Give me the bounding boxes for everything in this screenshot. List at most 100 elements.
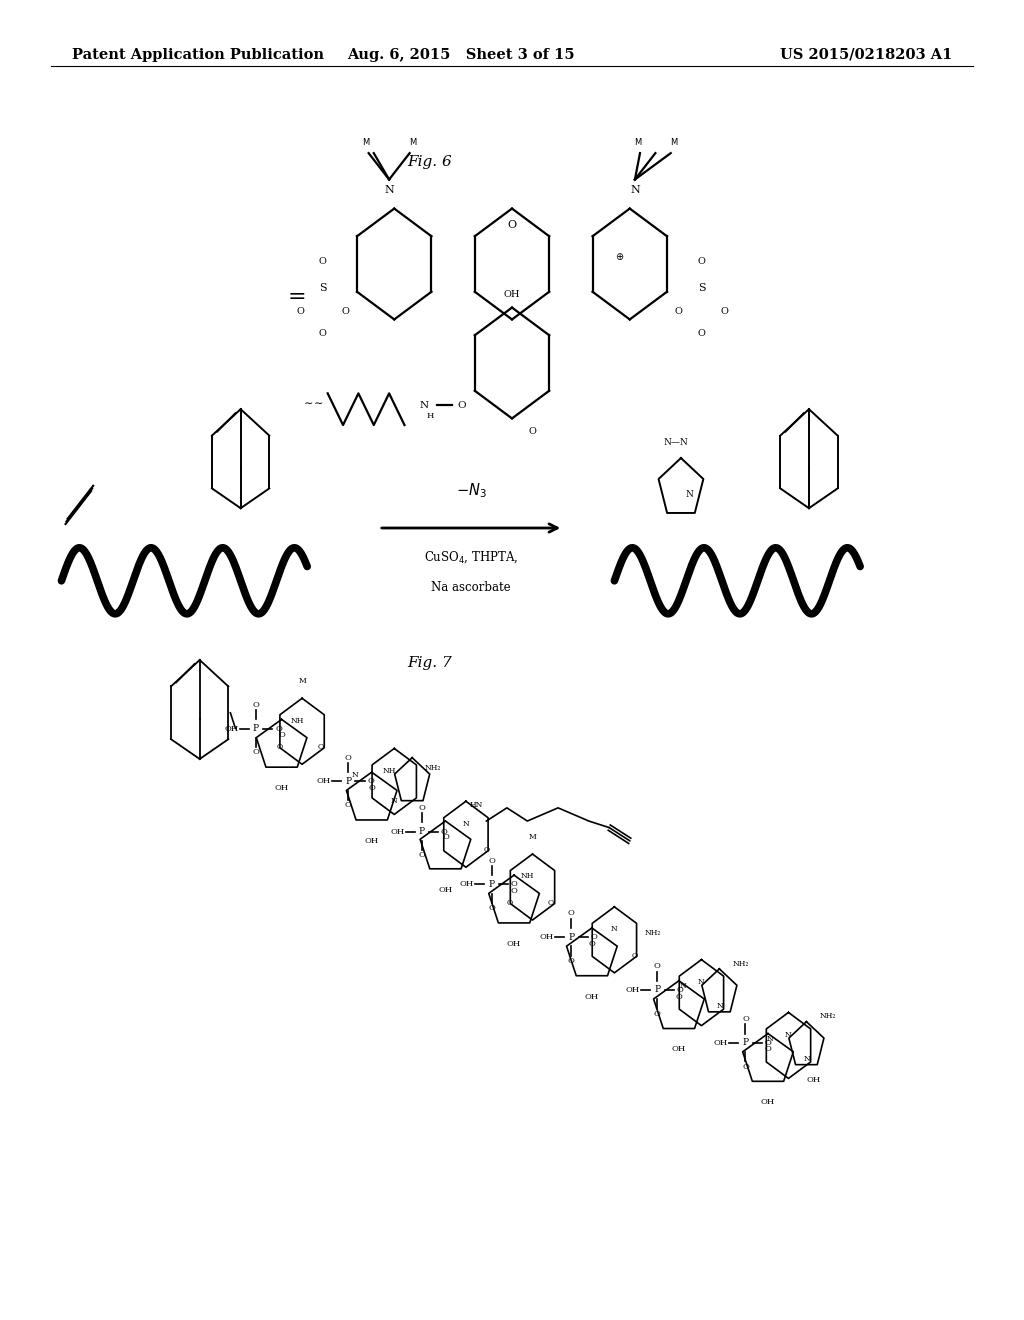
Text: O: O: [419, 851, 425, 859]
Text: OH: OH: [714, 1039, 728, 1047]
Text: O: O: [488, 857, 495, 865]
Text: Fig. 6: Fig. 6: [408, 156, 453, 169]
Text: O: O: [742, 1063, 749, 1071]
Text: N: N: [685, 491, 693, 499]
Text: US 2015/0218203 A1: US 2015/0218203 A1: [780, 48, 952, 62]
Text: N: N: [352, 771, 358, 779]
Text: NH₂: NH₂: [819, 1012, 836, 1020]
Text: O: O: [508, 220, 516, 230]
Text: CuSO$_4$, THPTA,: CuSO$_4$, THPTA,: [424, 549, 518, 565]
Text: OH: OH: [540, 933, 554, 941]
Text: OH: OH: [390, 828, 404, 836]
Text: Na ascorbate: Na ascorbate: [431, 581, 511, 594]
Text: N: N: [785, 1031, 792, 1039]
Text: O: O: [677, 986, 683, 994]
Text: O: O: [442, 833, 449, 841]
Text: OH: OH: [460, 880, 474, 888]
Text: OH: OH: [807, 1076, 821, 1084]
Text: OH: OH: [626, 986, 640, 994]
Text: O: O: [369, 784, 375, 792]
Text: O: O: [697, 330, 706, 338]
Text: NH: NH: [520, 873, 535, 880]
Text: OH: OH: [438, 886, 453, 894]
Text: O: O: [591, 933, 597, 941]
Text: O: O: [548, 899, 554, 907]
Text: O: O: [253, 748, 259, 756]
Text: N: N: [804, 1055, 810, 1063]
Text: O: O: [511, 887, 517, 895]
Text: M: M: [634, 139, 642, 147]
Text: OH: OH: [274, 784, 289, 792]
Text: O: O: [441, 828, 447, 836]
Text: NH: NH: [382, 767, 396, 775]
Text: O: O: [341, 308, 349, 315]
Text: M: M: [361, 139, 370, 147]
Text: O: O: [276, 743, 283, 751]
Text: S: S: [697, 282, 706, 293]
Text: N: N: [767, 1035, 773, 1043]
Text: O: O: [507, 899, 513, 907]
Text: H: H: [427, 412, 434, 420]
Text: S: S: [318, 282, 327, 293]
Text: O: O: [589, 940, 595, 948]
Text: O: O: [345, 801, 351, 809]
Text: N: N: [680, 982, 686, 990]
Text: $\sim\!\!\sim$: $\sim\!\!\sim$: [301, 397, 324, 408]
Text: O: O: [253, 701, 259, 709]
Text: N: N: [384, 185, 394, 195]
Text: M: M: [409, 139, 417, 147]
Text: Aug. 6, 2015   Sheet 3 of 15: Aug. 6, 2015 Sheet 3 of 15: [347, 48, 574, 62]
Text: N: N: [698, 978, 705, 986]
Text: P: P: [419, 828, 425, 836]
Text: O: O: [275, 725, 282, 733]
Text: M: M: [298, 677, 306, 685]
Text: O: O: [483, 846, 489, 854]
Text: N: N: [391, 797, 397, 805]
Text: M: M: [528, 833, 537, 841]
Text: P: P: [253, 725, 259, 733]
Text: =: =: [288, 286, 306, 308]
Text: O: O: [742, 1015, 749, 1023]
Text: O: O: [676, 993, 682, 1001]
Text: P: P: [568, 933, 574, 941]
Text: O: O: [317, 743, 324, 751]
Text: O: O: [697, 257, 706, 265]
Text: O: O: [279, 731, 285, 739]
Text: N: N: [611, 925, 617, 933]
Text: P: P: [742, 1039, 749, 1047]
Text: O: O: [654, 1010, 660, 1018]
Text: O: O: [511, 880, 517, 888]
Text: OH: OH: [504, 290, 520, 298]
Text: O: O: [765, 1045, 771, 1053]
Text: NH₂: NH₂: [732, 960, 749, 968]
Text: O: O: [654, 962, 660, 970]
Text: $-N_3$: $-N_3$: [456, 482, 486, 500]
Text: N: N: [630, 185, 640, 195]
Text: O: O: [675, 308, 683, 315]
Text: N: N: [463, 820, 469, 828]
Text: OH: OH: [761, 1098, 775, 1106]
Text: NH₂: NH₂: [645, 929, 662, 937]
Text: NH: NH: [290, 717, 304, 725]
Text: N—N: N—N: [664, 438, 688, 446]
Text: OH: OH: [365, 837, 379, 845]
Text: O: O: [458, 401, 466, 409]
Text: P: P: [488, 880, 495, 888]
Text: Patent Application Publication: Patent Application Publication: [72, 48, 324, 62]
Text: O: O: [568, 909, 574, 917]
Text: N: N: [420, 401, 429, 409]
Text: O: O: [720, 308, 728, 315]
Text: HN: HN: [469, 801, 483, 809]
Text: OH: OH: [585, 993, 599, 1001]
Text: OH: OH: [507, 940, 521, 948]
Text: O: O: [488, 904, 495, 912]
Text: O: O: [296, 308, 304, 315]
Text: ⊕: ⊕: [615, 252, 624, 263]
Text: O: O: [528, 428, 537, 436]
Text: O: O: [318, 330, 327, 338]
Text: OH: OH: [316, 777, 331, 785]
Text: P: P: [654, 986, 660, 994]
Text: O: O: [419, 804, 425, 812]
Text: O: O: [765, 1039, 771, 1047]
Text: O: O: [318, 257, 327, 265]
